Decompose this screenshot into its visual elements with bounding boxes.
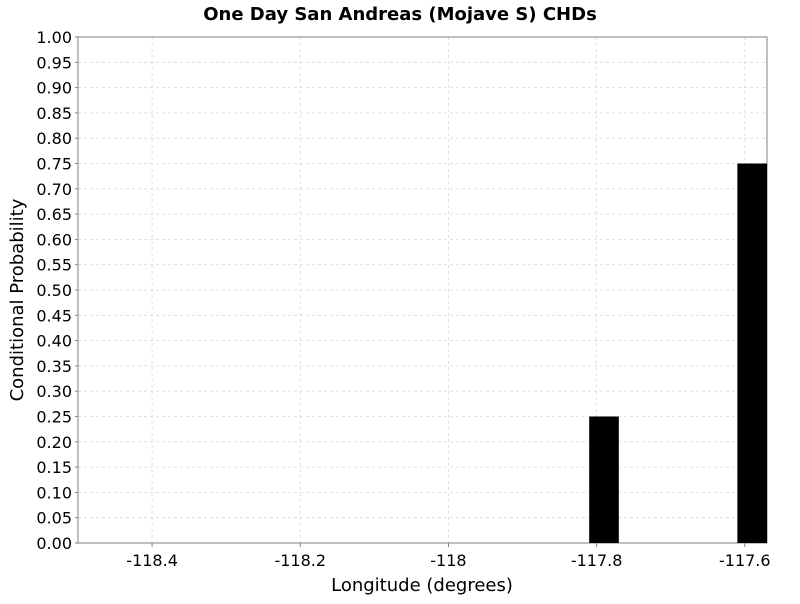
- bars-layer: [589, 163, 767, 543]
- grid-layer: [78, 36, 767, 544]
- y-tick-label: 0.75: [36, 155, 72, 174]
- y-axis-label: Conditional Probability: [7, 198, 28, 401]
- y-tick-label: 0.00: [36, 534, 72, 553]
- x-tick-label: -118: [430, 551, 466, 570]
- y-axis-ticks: 0.00 0.05 0.10 0.15 0.20 0.25 0.30 0.35 0.40 0.45…: [36, 28, 78, 553]
- y-tick-label: 0.80: [36, 129, 72, 148]
- y-tick-label: 0.90: [36, 79, 72, 98]
- y-tick-label: 0.60: [36, 230, 72, 249]
- bar-1: [589, 416, 619, 543]
- x-tick-label: -117.6: [719, 551, 771, 570]
- y-tick-label: 0.25: [36, 408, 72, 427]
- x-axis-label: Longitude (degrees): [331, 575, 513, 596]
- y-tick-label: 0.30: [36, 382, 72, 401]
- x-axis-ticks: -118.4 -118.2 -118 -117.8 -117.6: [126, 543, 771, 570]
- y-tick-label: 0.50: [36, 281, 72, 300]
- y-tick-label: 0.05: [36, 509, 72, 528]
- y-tick-label: 0.45: [36, 306, 72, 325]
- y-tick-label: 0.85: [36, 104, 72, 123]
- y-tick-label: 0.40: [36, 332, 72, 351]
- y-tick-label: 0.35: [36, 357, 72, 376]
- x-tick-label: -118.2: [274, 551, 326, 570]
- y-tick-label: 0.15: [36, 458, 72, 477]
- x-tick-label: -118.4: [126, 551, 178, 570]
- y-tick-label: 0.70: [36, 180, 72, 199]
- y-tick-label: 0.55: [36, 256, 72, 275]
- y-tick-label: 0.65: [36, 205, 72, 224]
- x-tick-label: -117.8: [571, 551, 623, 570]
- bar-2: [737, 163, 767, 543]
- chart-title: One Day San Andreas (Mojave S) CHDs: [203, 4, 597, 25]
- y-tick-label: 0.95: [36, 53, 72, 72]
- y-tick-label: 0.10: [36, 483, 72, 502]
- y-tick-label: 0.20: [36, 433, 72, 452]
- y-tick-label: 1.00: [36, 28, 72, 47]
